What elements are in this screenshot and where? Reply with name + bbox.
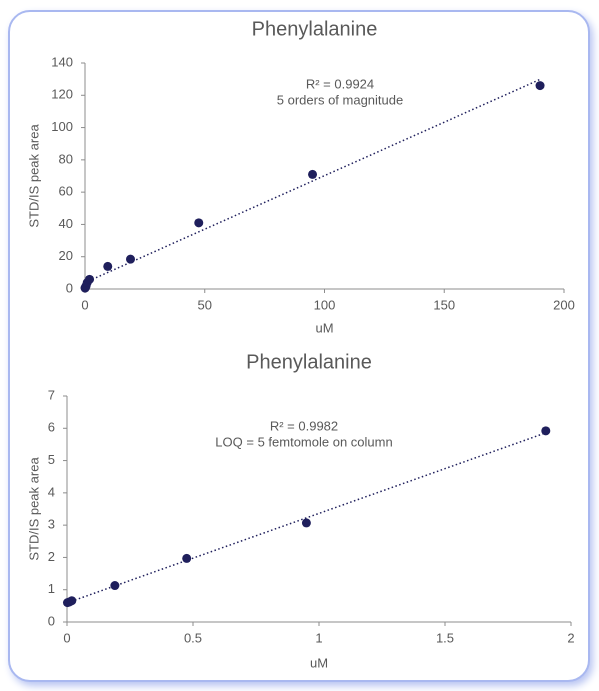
chart-title: Phenylalanine [246,351,372,373]
point [67,596,77,606]
point [85,274,95,284]
y-axis-label: STD/IS peak area [26,124,41,228]
point [194,218,204,228]
x-tick-label: 150 [433,297,455,312]
annotation: R² = 0.9982 [270,418,338,433]
y-tick-label: 80 [59,151,73,166]
annotation: 5 orders of magnitude [277,92,403,107]
point [541,426,551,436]
point [182,553,192,563]
y-tick-label: 60 [59,184,73,199]
point [301,518,311,528]
y-tick-label: 2 [48,549,55,564]
x-tick-label: 0 [63,630,70,645]
x-tick-label: 100 [314,297,336,312]
y-tick-label: 1 [48,581,55,596]
y-tick-label: 120 [51,87,73,102]
annotation: LOQ = 5 femtomole on column [215,434,392,449]
y-tick-label: 0 [66,280,73,295]
y-tick-label: 4 [48,484,55,499]
chart-title: Phenylalanine [252,18,378,40]
point [126,254,136,264]
x-tick-label: 0 [81,297,88,312]
x-tick-label: 1 [315,630,322,645]
y-tick-label: 40 [59,216,73,231]
x-tick-label: 50 [198,297,212,312]
trendline [67,432,547,604]
x-tick-label: 200 [553,297,575,312]
point [103,261,113,271]
y-tick-label: 5 [48,452,55,467]
frame [8,10,590,682]
point [308,169,318,179]
y-axis-label: STD/IS peak area [26,457,41,561]
annotation: R² = 0.9924 [306,76,374,91]
y-tick-label: 20 [59,248,73,263]
x-tick-label: 2 [567,630,574,645]
x-tick-label: 0.5 [184,630,202,645]
y-tick-label: 0 [48,613,55,628]
y-tick-label: 140 [51,54,73,69]
trendline [84,78,541,284]
point [110,581,120,591]
point [535,81,545,91]
x-tick-label: 1.5 [436,630,454,645]
x-axis-label: uM [315,320,333,335]
y-tick-label: 6 [48,420,55,435]
x-axis-label: uM [310,655,328,670]
y-tick-label: 3 [48,517,55,532]
y-tick-label: 7 [48,387,55,402]
y-tick-label: 100 [51,119,73,134]
